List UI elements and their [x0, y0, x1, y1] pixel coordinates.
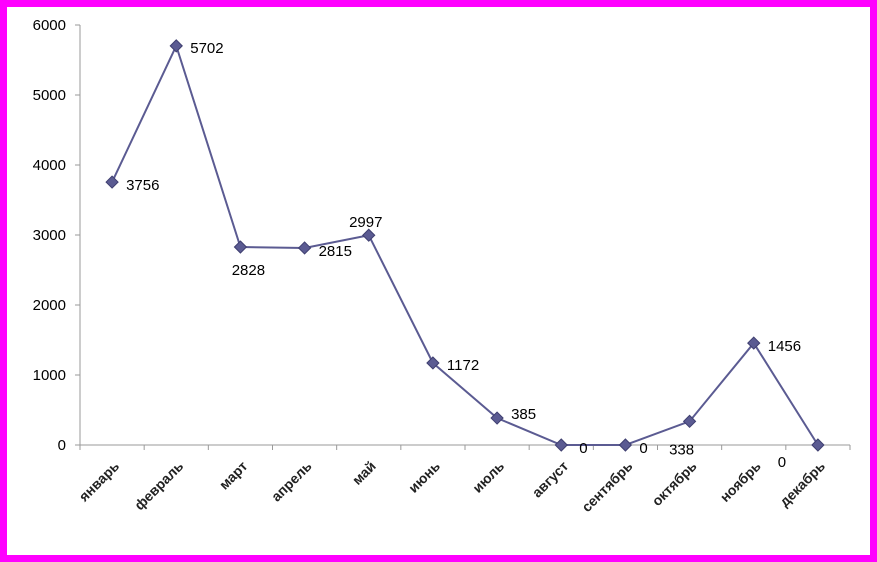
x-category-label: ноябрь [717, 458, 765, 506]
y-tick-label: 6000 [33, 17, 66, 34]
data-point-marker [554, 438, 568, 452]
x-category-label: октябрь [649, 458, 700, 509]
x-category-label: январь [76, 458, 123, 505]
data-label: 2997 [349, 214, 382, 231]
x-category-label: апрель [268, 458, 315, 505]
data-point-marker [297, 241, 312, 255]
y-tick-labels: 0 1000 2000 3000 4000 5000 6000 [33, 17, 80, 454]
y-tick-label: 3000 [33, 227, 66, 244]
data-label: 3756 [126, 177, 159, 194]
x-category-label: август [529, 458, 572, 501]
data-label: 5702 [190, 40, 223, 57]
data-point-marker [362, 228, 376, 242]
data-point-marker [811, 438, 825, 452]
data-markers [105, 39, 825, 452]
data-label: 0 [778, 454, 786, 471]
data-point-marker [426, 356, 440, 370]
data-label: 338 [669, 441, 694, 458]
data-point-marker [169, 39, 183, 53]
data-label: 385 [511, 406, 536, 423]
data-label: 1172 [447, 357, 479, 374]
data-point-marker [490, 411, 504, 425]
data-labels: 3756 5702 2828 2815 2997 1172 385 0 0 338 1456 0 [126, 40, 801, 471]
x-category-label: февраль [131, 458, 187, 514]
y-tick-label: 5000 [33, 87, 66, 104]
data-label: 2815 [319, 243, 352, 260]
axes [79, 25, 850, 446]
data-point-marker [233, 240, 248, 254]
data-point-marker [105, 175, 119, 189]
y-tick-label: 2000 [33, 297, 66, 314]
data-point-marker [747, 336, 761, 350]
data-label: 2828 [232, 262, 265, 279]
data-label: 0 [579, 440, 587, 457]
series-line [111, 43, 819, 446]
y-tick-label: 4000 [33, 157, 66, 174]
y-tick-label: 0 [58, 437, 66, 454]
data-point-marker [682, 414, 697, 429]
series-line-path [111, 43, 819, 446]
x-category-label: май [349, 458, 379, 488]
data-point-marker [618, 438, 633, 452]
x-category-label: июль [469, 458, 507, 496]
x-category-labels: январь февраль март апрель май июнь июль август… [76, 445, 851, 515]
x-category-label: март [216, 458, 251, 493]
data-label: 0 [639, 440, 647, 457]
x-category-label: сентябрь [578, 458, 635, 515]
data-label: 1456 [768, 338, 801, 355]
x-category-label: июнь [405, 458, 443, 496]
y-tick-label: 1000 [33, 367, 66, 384]
